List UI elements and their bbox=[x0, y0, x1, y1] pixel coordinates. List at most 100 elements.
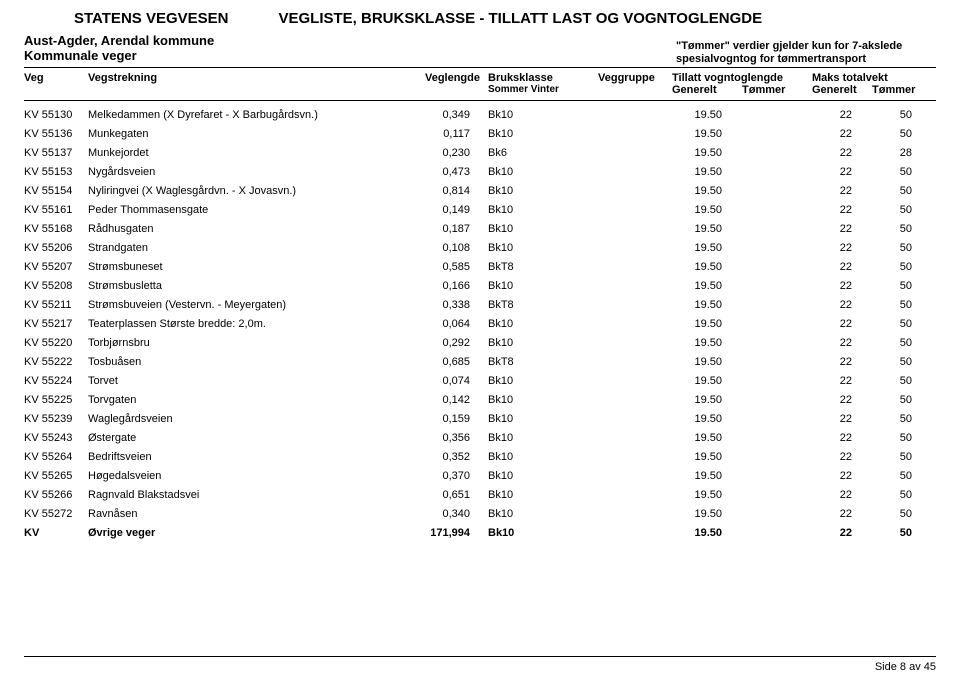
col-bruksklasse: Bruksklasse Sommer Vinter bbox=[488, 72, 598, 96]
cell-bruksklasse: Bk10 bbox=[488, 470, 598, 482]
cell-lengde: 0,352 bbox=[408, 451, 488, 463]
cell-lengde: 0,166 bbox=[408, 280, 488, 292]
table-row: KV 55206Strandgaten0,108Bk1019.502250 bbox=[24, 238, 936, 257]
cell-mv-generelt: 22 bbox=[812, 223, 862, 235]
cell-vl-generelt: 19.50 bbox=[672, 394, 742, 406]
cell-veg: KV 55136 bbox=[24, 128, 88, 140]
cell-bruksklasse: Bk10 bbox=[488, 242, 598, 254]
cell-mv-tommer: 50 bbox=[862, 337, 922, 349]
cell-vl-generelt: 19.50 bbox=[672, 204, 742, 216]
cell-vl-generelt: 19.50 bbox=[672, 356, 742, 368]
col-bruksklasse-sub: Sommer Vinter bbox=[488, 84, 598, 95]
cell-vl-generelt: 19.50 bbox=[672, 451, 742, 463]
cell-mv-tommer: 50 bbox=[862, 223, 922, 235]
cell-veg: KV 55220 bbox=[24, 337, 88, 349]
note-line2: spesialvogntog for tømmertransport bbox=[676, 53, 936, 66]
col-vl-tommer: Tømmer bbox=[742, 84, 812, 96]
cell-bruksklasse: Bk10 bbox=[488, 318, 598, 330]
page-number: Side 8 av 45 bbox=[875, 661, 936, 673]
cell-vl-generelt: 19.50 bbox=[672, 375, 742, 387]
cell-strekning: Torbjørnsbru bbox=[88, 337, 408, 349]
cell-lengde: 0,585 bbox=[408, 261, 488, 273]
cell-mv-tommer: 50 bbox=[862, 489, 922, 501]
cell-veg: KV 55208 bbox=[24, 280, 88, 292]
col-vogntoglengde: Tillatt vogntoglengde Generelt Tømmer bbox=[672, 72, 812, 96]
cell-bruksklasse: Bk10 bbox=[488, 451, 598, 463]
table-row: KV 55168Rådhusgaten0,187Bk1019.502250 bbox=[24, 219, 936, 238]
cell-mv-tommer: 50 bbox=[862, 394, 922, 406]
cell-bruksklasse: BkT8 bbox=[488, 356, 598, 368]
cell-strekning: Torvgaten bbox=[88, 394, 408, 406]
cell-lengde: 0,187 bbox=[408, 223, 488, 235]
cell-vl-generelt: 19.50 bbox=[672, 166, 742, 178]
cell-strekning: Nygårdsveien bbox=[88, 166, 408, 178]
col-bruksklasse-label: Bruksklasse bbox=[488, 72, 598, 84]
cell-mv-tommer: 50 bbox=[862, 128, 922, 140]
cell-lengde: 0,292 bbox=[408, 337, 488, 349]
cell-lengde: 0,117 bbox=[408, 128, 488, 140]
cell-bruksklasse: Bk10 bbox=[488, 223, 598, 235]
col-mv-generelt: Generelt bbox=[812, 84, 872, 96]
cell-mv-generelt: 22 bbox=[812, 375, 862, 387]
cell-veg: KV 55272 bbox=[24, 508, 88, 520]
cell-veg: KV 55206 bbox=[24, 242, 88, 254]
cell-mv-generelt: 22 bbox=[812, 128, 862, 140]
table-row: KV 55136Munkegaten0,117Bk1019.502250 bbox=[24, 124, 936, 143]
cell-mv-generelt: 22 bbox=[812, 337, 862, 349]
cell-bruksklasse: Bk10 bbox=[488, 109, 598, 121]
cell-strekning: Østergate bbox=[88, 432, 408, 444]
cell-lengde: 0,370 bbox=[408, 470, 488, 482]
cell-veg: KV 55266 bbox=[24, 489, 88, 501]
cell-strekning: Teaterplassen Største bredde: 2,0m. bbox=[88, 318, 408, 330]
cell-veg: KV 55137 bbox=[24, 147, 88, 159]
cell-mv-generelt: 22 bbox=[812, 432, 862, 444]
table-row: KV 55224Torvet0,074Bk1019.502250 bbox=[24, 371, 936, 390]
cell-strekning: Melkedammen (X Dyrefaret - X Barbugårdsv… bbox=[88, 109, 408, 121]
cell-lengde: 0,159 bbox=[408, 413, 488, 425]
cell-bruksklasse: Bk10 bbox=[488, 413, 598, 425]
cell-mv-generelt: 22 bbox=[812, 299, 862, 311]
cell-vl-generelt: 19.50 bbox=[672, 128, 742, 140]
cell-bruksklasse: Bk10 bbox=[488, 394, 598, 406]
cell-vl-generelt: 19.50 bbox=[672, 223, 742, 235]
cell-veg: KV bbox=[24, 527, 88, 539]
cell-lengde: 0,651 bbox=[408, 489, 488, 501]
cell-strekning: Ravnåsen bbox=[88, 508, 408, 520]
table-row: KV 55222Tosbuåsen0,685BkT819.502250 bbox=[24, 352, 936, 371]
table-row: KV 55208Strømsbusletta0,166Bk1019.502250 bbox=[24, 276, 936, 295]
cell-strekning: Torvet bbox=[88, 375, 408, 387]
cell-veg: KV 55265 bbox=[24, 470, 88, 482]
cell-vl-generelt: 19.50 bbox=[672, 261, 742, 273]
table-row: KVØvrige veger171,994Bk1019.502250 bbox=[24, 523, 936, 542]
cell-mv-tommer: 50 bbox=[862, 527, 922, 539]
table-row: KV 55207Strømsbuneset0,585BkT819.502250 bbox=[24, 257, 936, 276]
cell-bruksklasse: BkT8 bbox=[488, 299, 598, 311]
cell-mv-generelt: 22 bbox=[812, 166, 862, 178]
cell-veg: KV 55161 bbox=[24, 204, 88, 216]
cell-lengde: 0,814 bbox=[408, 185, 488, 197]
table-row: KV 55220Torbjørnsbru0,292Bk1019.502250 bbox=[24, 333, 936, 352]
cell-mv-generelt: 22 bbox=[812, 185, 862, 197]
cell-strekning: Ragnvald Blakstadsvei bbox=[88, 489, 408, 501]
cell-vl-generelt: 19.50 bbox=[672, 337, 742, 349]
cell-lengde: 0,230 bbox=[408, 147, 488, 159]
cell-veg: KV 55222 bbox=[24, 356, 88, 368]
table-row: KV 55211Strømsbuveien (Vestervn. - Meyer… bbox=[24, 295, 936, 314]
cell-mv-tommer: 50 bbox=[862, 432, 922, 444]
cell-bruksklasse: Bk10 bbox=[488, 432, 598, 444]
cell-mv-tommer: 50 bbox=[862, 185, 922, 197]
cell-mv-tommer: 50 bbox=[862, 242, 922, 254]
cell-strekning: Munkegaten bbox=[88, 128, 408, 140]
cell-bruksklasse: Bk10 bbox=[488, 527, 598, 539]
cell-veg: KV 55168 bbox=[24, 223, 88, 235]
cell-mv-tommer: 28 bbox=[862, 147, 922, 159]
cell-vl-generelt: 19.50 bbox=[672, 527, 742, 539]
cell-lengde: 171,994 bbox=[408, 527, 488, 539]
table-row: KV 55243Østergate0,356Bk1019.502250 bbox=[24, 428, 936, 447]
col-maksvekt: Maks totalvekt Generelt Tømmer bbox=[812, 72, 932, 96]
note-line1: "Tømmer" verdier gjelder kun for 7-aksle… bbox=[676, 40, 936, 53]
cell-strekning: Øvrige veger bbox=[88, 527, 408, 539]
cell-mv-generelt: 22 bbox=[812, 489, 862, 501]
cell-strekning: Nyliringvei (X Waglesgårdvn. - X Jovasvn… bbox=[88, 185, 408, 197]
cell-vl-generelt: 19.50 bbox=[672, 413, 742, 425]
